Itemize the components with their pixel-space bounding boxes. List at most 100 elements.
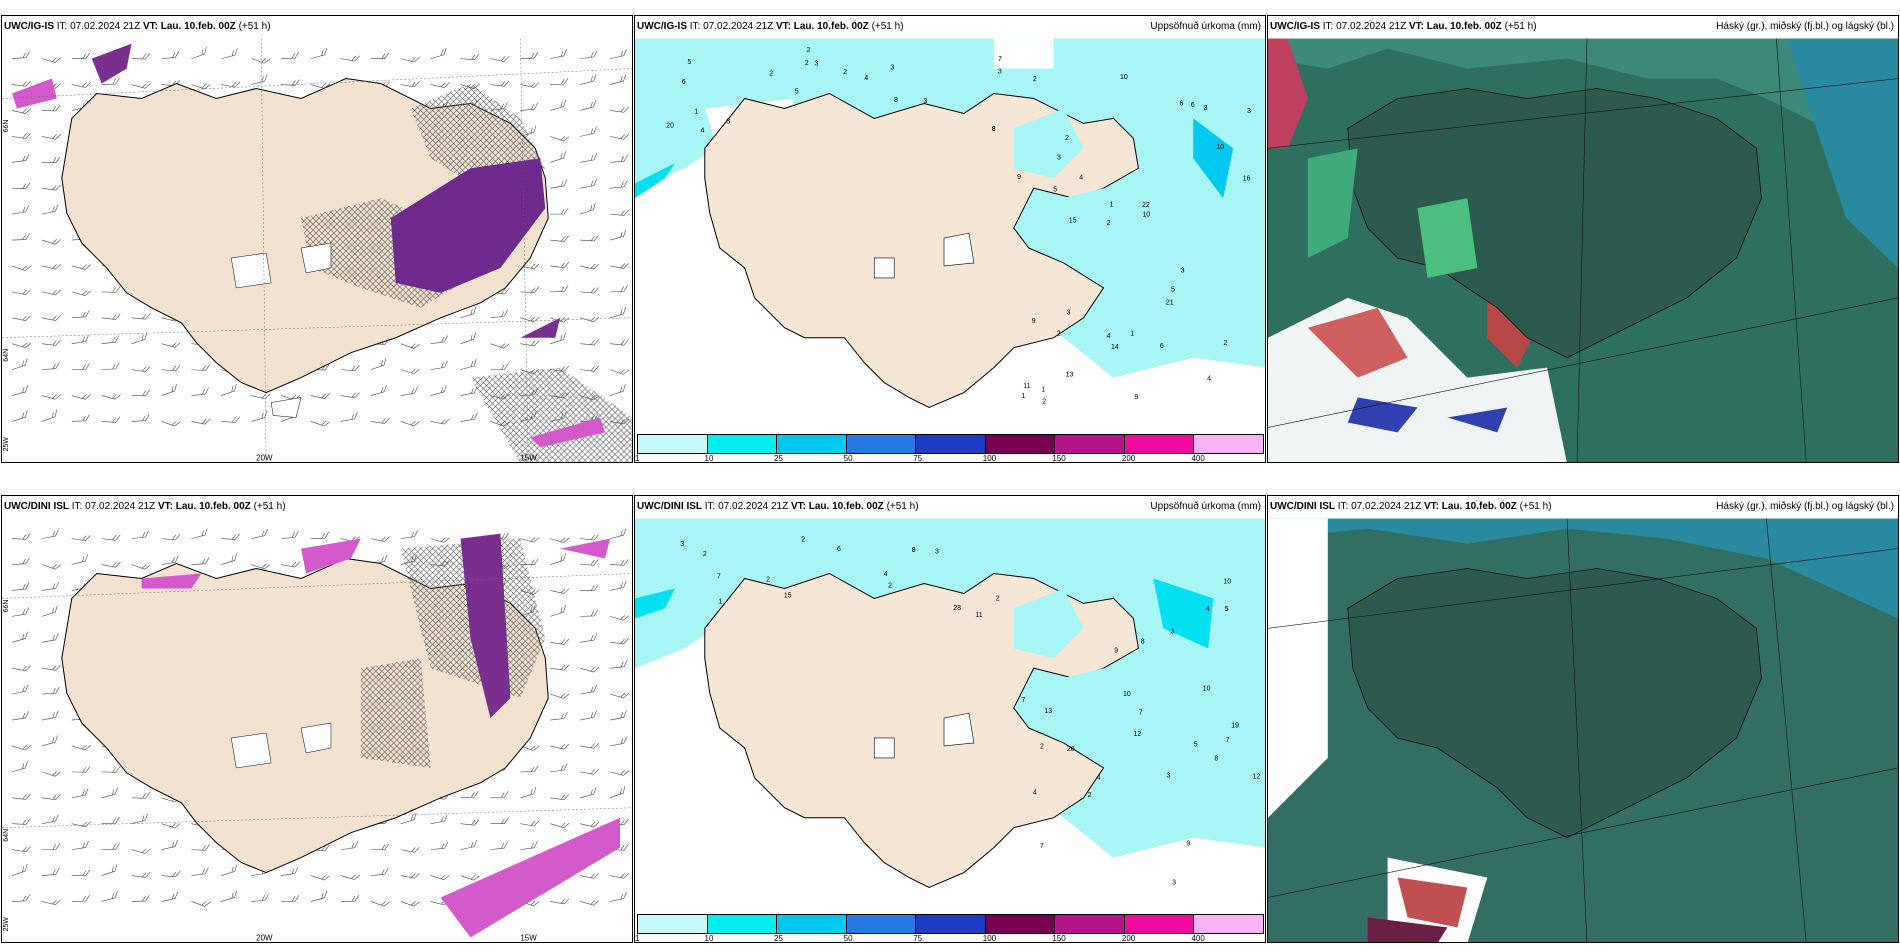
colorbar-swatch xyxy=(637,434,708,454)
wind-barb xyxy=(71,869,91,877)
wind-barb xyxy=(550,207,569,215)
wind-barb xyxy=(41,315,61,321)
wind-barb xyxy=(460,359,477,370)
precip-value: 3 xyxy=(923,98,927,105)
panel-dini-precip: UWC/DINI ISL IT: 07.02.2024 21Z VT: Lau.… xyxy=(634,495,1266,943)
precip-value: 4 xyxy=(884,571,888,578)
lead-time: (+51 h) xyxy=(1519,501,1552,512)
precip-value: 13 xyxy=(1044,708,1052,715)
wind-barb xyxy=(41,843,61,850)
wind-barb xyxy=(550,763,568,773)
wind-barb xyxy=(71,744,91,751)
precip-value: 4 xyxy=(1033,789,1037,796)
colorbar-tick: 25 xyxy=(774,934,784,943)
wind-barb xyxy=(490,817,509,825)
precip-value: 10 xyxy=(1120,74,1128,81)
colorbar-tick: 200 xyxy=(1121,454,1136,463)
precip-value: 6 xyxy=(1160,343,1164,350)
wind-barb xyxy=(131,332,148,344)
wind-barb xyxy=(580,235,599,242)
wind-barb xyxy=(71,363,90,370)
wind-barb xyxy=(11,265,32,271)
wind-barb xyxy=(430,384,447,396)
wind-barb xyxy=(71,394,91,400)
wind-barb xyxy=(11,818,31,825)
wind-barb xyxy=(41,263,61,270)
precip-value: 2 xyxy=(805,60,809,67)
init-time: 07.02.2024 21Z xyxy=(85,501,156,512)
wind-barb xyxy=(41,394,61,400)
wind-barb xyxy=(550,235,569,242)
wind-barb xyxy=(41,686,60,695)
wind-barb xyxy=(610,154,628,163)
wind-barb xyxy=(610,736,627,747)
wind-barb xyxy=(490,363,509,370)
wind-barb xyxy=(609,229,627,241)
wind-barb xyxy=(131,530,149,539)
wind-barb xyxy=(370,901,390,907)
precip-value: 7 xyxy=(1226,737,1230,744)
wind-barb xyxy=(11,108,31,114)
wind-barb xyxy=(370,384,387,396)
wind-barb xyxy=(191,83,211,90)
colorbar-tick: 150 xyxy=(1052,934,1066,943)
wind-barb xyxy=(191,867,209,876)
precip-value: 7 xyxy=(1139,709,1143,716)
panel-header: UWC/IG-IS IT: 07.02.2024 21Z VT: Lau. 10… xyxy=(1268,16,1898,38)
wind-barb xyxy=(550,605,566,617)
wind-barb xyxy=(400,901,420,907)
precip-value: 8 xyxy=(912,547,916,554)
wind-barb xyxy=(71,52,91,60)
wind-barb xyxy=(340,412,358,422)
wind-barb xyxy=(520,340,540,347)
wind-barb xyxy=(191,46,207,59)
precip-value: 1 xyxy=(1130,330,1134,337)
wind-barb xyxy=(41,794,61,800)
wind-barb xyxy=(281,895,300,902)
wind-barb xyxy=(191,364,210,371)
wind-barb xyxy=(161,384,177,396)
colorbar-swatch xyxy=(1054,434,1125,454)
wind-barb xyxy=(550,317,570,323)
wind-barb xyxy=(251,893,269,902)
panel-title: Uppsöfnuð úrkoma (mm) xyxy=(1150,501,1261,512)
precip-value: 10 xyxy=(1203,686,1211,693)
colorbar-swatch xyxy=(1123,914,1195,934)
wind-barb xyxy=(131,366,151,372)
wind-barb xyxy=(41,633,59,643)
wind-barb xyxy=(11,80,31,87)
wind-barb xyxy=(11,410,28,422)
wind-barb xyxy=(580,633,598,643)
wind-barb xyxy=(520,745,540,751)
wind-barb xyxy=(221,533,240,540)
wind-barb xyxy=(11,133,31,139)
colorbar-swatch xyxy=(915,434,986,454)
valid-time: Lau. 10.feb. 00Z xyxy=(1441,501,1517,512)
wind-barb xyxy=(310,875,331,881)
snow-wind-map: 66N 64N 25W 20W 15W xyxy=(2,528,632,942)
model-name: UWC/DINI ISL xyxy=(637,501,702,512)
wind-barb xyxy=(609,692,630,699)
wind-barb xyxy=(131,313,151,320)
wind-barb xyxy=(131,83,151,89)
wind-barb xyxy=(310,421,331,427)
wind-barb xyxy=(580,50,598,59)
wind-barb xyxy=(131,414,150,422)
wind-barb xyxy=(580,365,599,372)
precip-value: 9 xyxy=(1135,394,1139,401)
wind-barb xyxy=(550,712,568,721)
wind-barb xyxy=(71,554,88,565)
wind-barb xyxy=(251,58,271,64)
wind-barb xyxy=(101,416,121,423)
lon-label-25: 25W xyxy=(3,917,10,932)
wind-barb xyxy=(221,383,237,396)
precip-value: 4 xyxy=(864,75,868,82)
precip-value: 8 xyxy=(1214,755,1218,762)
wind-barb xyxy=(550,99,567,111)
colorbar-tick: 10 xyxy=(704,934,714,943)
wind-barb xyxy=(41,771,61,777)
wind-barb xyxy=(71,788,89,799)
precip-value: 6 xyxy=(1191,102,1195,109)
colorbar-tick: 75 xyxy=(913,454,923,463)
wind-barb xyxy=(71,766,91,773)
